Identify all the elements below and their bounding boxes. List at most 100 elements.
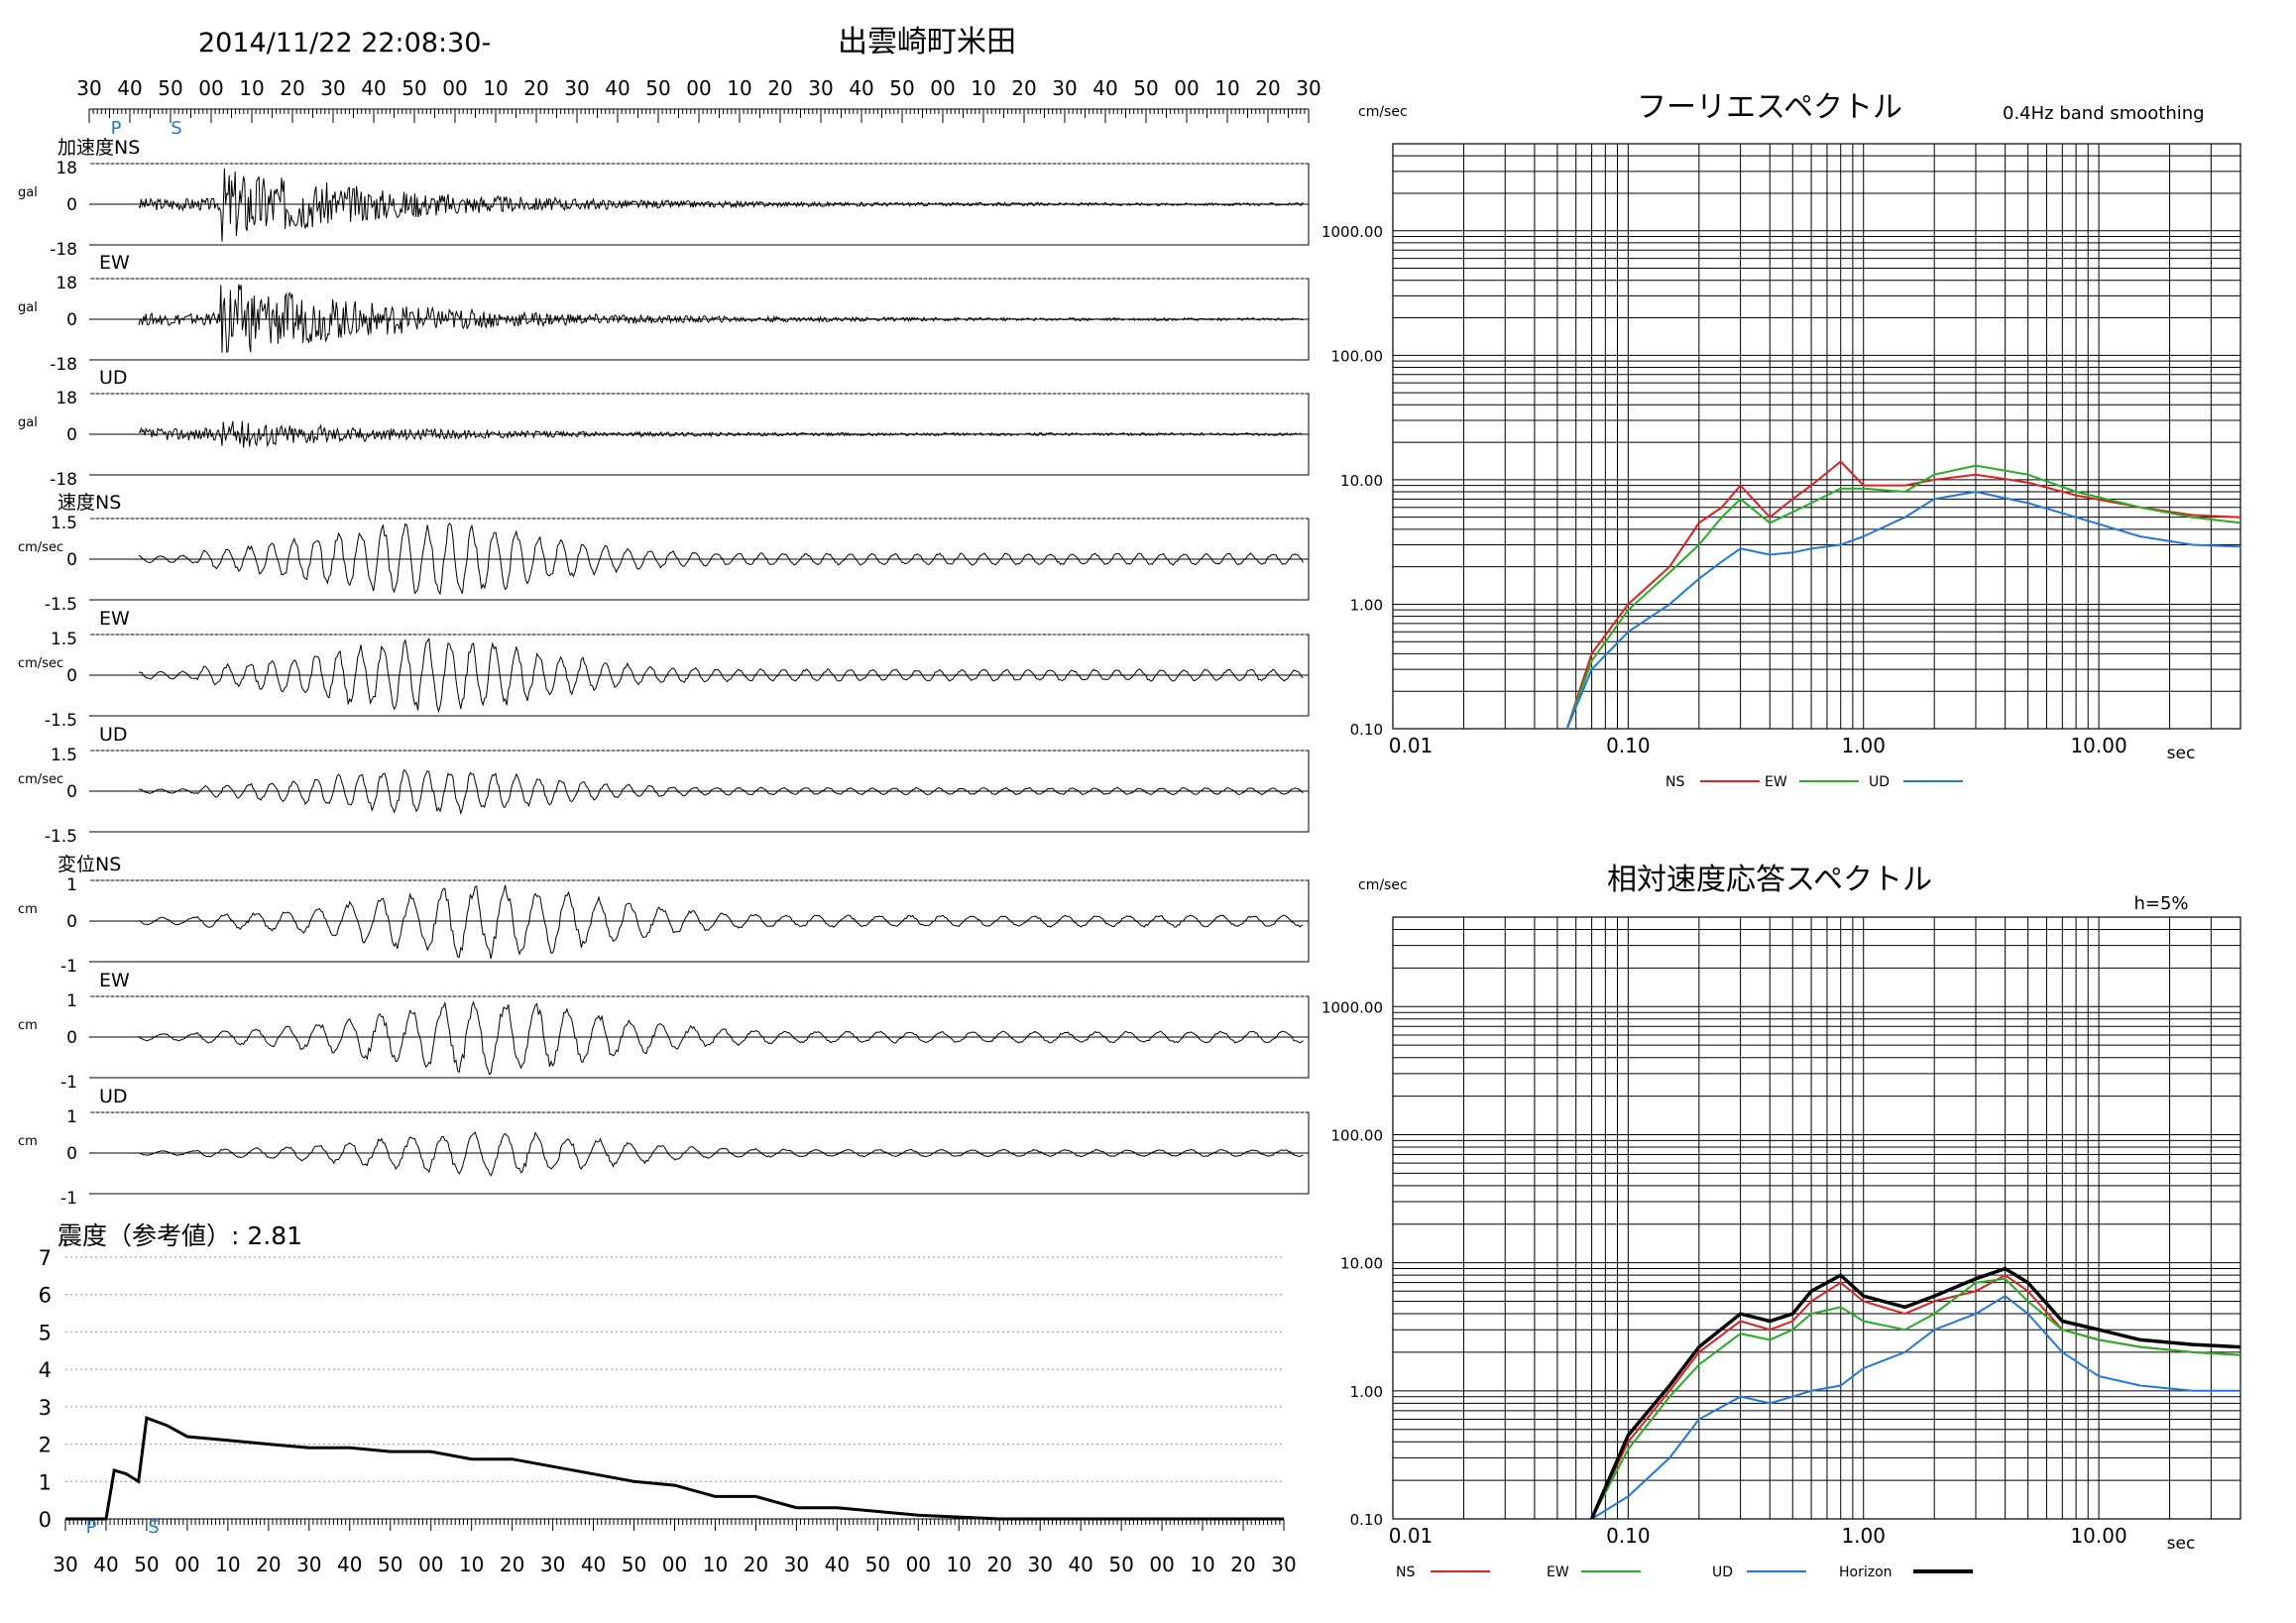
time-tick-label: 10 [483, 76, 508, 100]
time-tick-label: 00 [442, 76, 467, 100]
intensity-x-tick: 50 [865, 1553, 890, 1576]
y-tick-label: 1000.00 [1321, 998, 1383, 1016]
p-arrival-marker: P [111, 118, 122, 139]
intensity-line [65, 1416, 1284, 1521]
intensity-x-tick: 50 [622, 1553, 646, 1576]
min-label: -1 [60, 1073, 77, 1093]
time-tick-label: 50 [402, 76, 426, 100]
max-label: 1 [66, 875, 77, 895]
time-tick-label: 40 [849, 76, 873, 100]
time-tick-label: 40 [1092, 76, 1117, 100]
waveform-panel: EW 1 0 -1 cm [18, 970, 1310, 1093]
unit-label: cm [18, 1018, 38, 1033]
x-tick-label: 0.01 [1389, 1524, 1434, 1548]
min-label: -18 [50, 470, 77, 490]
plot-frame [1392, 143, 2241, 730]
legend-label: EW [1765, 774, 1787, 790]
legend-label: UD [1869, 774, 1890, 790]
unit-label: gal [18, 185, 38, 200]
time-tick-label: 40 [605, 76, 630, 100]
legend-label: EW [1547, 1565, 1569, 1580]
y-tick-label: 0.10 [1350, 1511, 1383, 1529]
max-label: 18 [56, 274, 77, 293]
zero-label: 0 [66, 310, 77, 330]
component-label: UD [99, 724, 128, 746]
zero-label: 0 [66, 912, 77, 932]
intensity-x-tick: 10 [215, 1553, 240, 1576]
intensity-x-tick: 30 [296, 1553, 321, 1576]
intensity-x-tick: 50 [134, 1553, 159, 1576]
waveform-trace [138, 420, 1304, 448]
unit-label: cm/sec [18, 540, 63, 555]
intensity-x-tick: 10 [947, 1553, 972, 1576]
intensity-chart: 震度（参考値）: 2.81 0 1 2 3 4 5 6 7 30 40 50 00 10 20 30 40 50 0… [39, 1221, 1297, 1576]
intensity-y-tick: 3 [39, 1396, 52, 1420]
zero-label: 0 [66, 195, 77, 215]
x-tick-label: 0.01 [1389, 734, 1434, 757]
min-label: -1 [60, 957, 77, 977]
unit-label: cm/sec [18, 656, 63, 671]
waveform-panel: UD 1.5 0 -1.5 cm/sec [18, 724, 1310, 847]
waveform-trace [138, 1130, 1304, 1177]
y-tick-label: 10.00 [1340, 472, 1383, 490]
y-unit-label: cm/sec [1358, 877, 1408, 893]
chart-title: 相対速度応答スペクトル [1607, 863, 1932, 897]
spectrum-line [1565, 464, 2241, 730]
time-tick-label: 00 [686, 76, 711, 100]
time-tick-label: 20 [1255, 76, 1280, 100]
time-tick-label: 10 [239, 76, 264, 100]
intensity-x-tick: 30 [784, 1553, 809, 1576]
component-label: UD [99, 1086, 128, 1107]
intensity-y-tick: 1 [39, 1470, 52, 1494]
max-label: 1.5 [51, 514, 77, 533]
waveform-trace [138, 637, 1304, 714]
y-tick-label: 0.10 [1350, 721, 1383, 739]
y-tick-label: 100.00 [1331, 347, 1384, 365]
zero-label: 0 [66, 782, 77, 802]
waveform-trace [138, 168, 1305, 242]
time-tick-label: 30 [1296, 76, 1320, 100]
intensity-x-tick: 00 [662, 1553, 687, 1576]
intensity-y-tick: 6 [39, 1284, 52, 1308]
max-label: 1 [66, 991, 77, 1011]
waveform-trace [138, 884, 1304, 960]
time-tick-label: 20 [767, 76, 792, 100]
max-label: 18 [56, 389, 77, 408]
intensity-x-tick: 00 [418, 1553, 443, 1576]
zero-label: 0 [66, 1028, 77, 1048]
chart-title: フーリエスペクトル [1637, 90, 1902, 125]
zero-label: 0 [66, 1144, 77, 1164]
min-label: -1.5 [45, 595, 77, 615]
intensity-y-tick: 0 [39, 1508, 52, 1532]
waveform-trace [138, 522, 1304, 596]
waveform-panels: 加速度NS180-18galEW180-18galUD180-18gal速度NS… [18, 137, 1310, 1209]
intensity-y-tick: 2 [39, 1434, 52, 1457]
spectrum-line [1565, 490, 2241, 730]
intensity-x-tick: 20 [987, 1553, 1012, 1576]
time-tick-label: 30 [808, 76, 833, 100]
time-tick-label: 30 [76, 76, 101, 100]
spectrum-line [1589, 1266, 2241, 1520]
component-label: EW [99, 970, 130, 991]
time-tick-label: 40 [361, 76, 386, 100]
intensity-x-tick: 30 [540, 1553, 565, 1576]
record-datetime: 2014/11/22 22:08:30- [198, 28, 491, 58]
legend-label: UD [1712, 1565, 1733, 1580]
time-tick-label: 50 [1133, 76, 1158, 100]
zero-label: 0 [66, 425, 77, 445]
spectrum-line [1590, 1277, 2241, 1520]
intensity-x-tick: 20 [256, 1553, 281, 1576]
intensity-x-tick: 00 [1149, 1553, 1174, 1576]
time-tick-label: 10 [971, 76, 995, 100]
x-tick-label: 0.10 [1606, 1524, 1651, 1548]
fourier-spectrum-chart: フーリエスペクトル 0.4Hz band smoothing cm/sec 1000.… [1321, 90, 2241, 790]
time-tick-label: 30 [1052, 76, 1077, 100]
waveform-trace [138, 284, 1305, 354]
component-label: 加速度NS [57, 137, 140, 159]
waveform-panel: UD 18 0 -18 gal [18, 367, 1310, 490]
min-label: -18 [50, 240, 77, 260]
